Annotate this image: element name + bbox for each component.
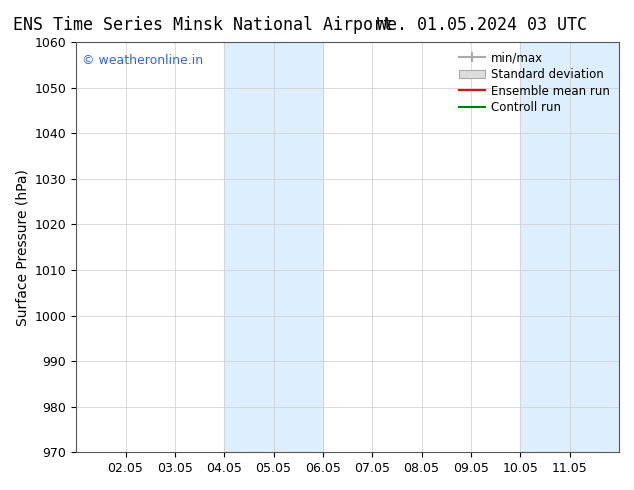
Text: ENS Time Series Minsk National Airport: ENS Time Series Minsk National Airport xyxy=(13,16,393,34)
Bar xyxy=(273,42,323,452)
Y-axis label: Surface Pressure (hPa): Surface Pressure (hPa) xyxy=(15,169,29,325)
Bar xyxy=(224,42,273,452)
Text: We. 01.05.2024 03 UTC: We. 01.05.2024 03 UTC xyxy=(377,16,587,34)
Text: © weatheronline.in: © weatheronline.in xyxy=(82,54,203,67)
Legend: min/max, Standard deviation, Ensemble mean run, Controll run: min/max, Standard deviation, Ensemble me… xyxy=(455,48,613,118)
Bar xyxy=(570,42,619,452)
Bar xyxy=(521,42,570,452)
